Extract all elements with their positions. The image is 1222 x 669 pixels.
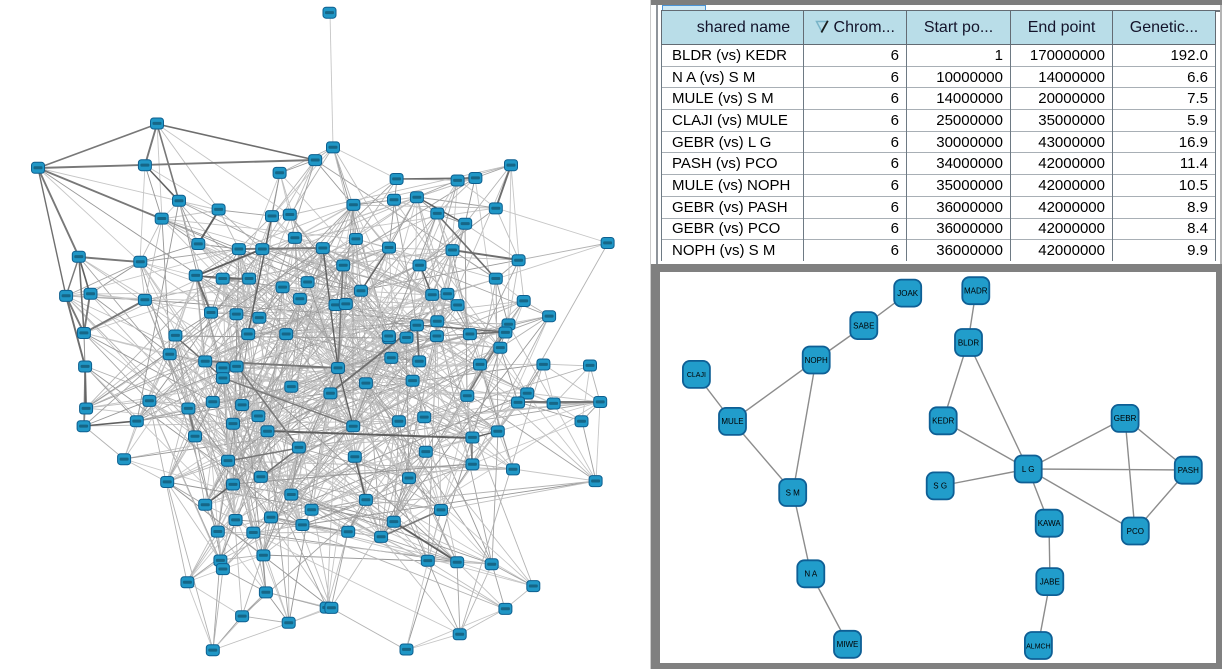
svg-text:S M: S M xyxy=(786,488,801,497)
svg-text:KEDR: KEDR xyxy=(932,417,954,426)
svg-text:NOPH: NOPH xyxy=(805,356,828,365)
svg-text:MULE: MULE xyxy=(721,417,743,426)
svg-text:MIWE: MIWE xyxy=(837,640,859,649)
svg-text:PCO: PCO xyxy=(1127,527,1144,536)
svg-text:SABE: SABE xyxy=(853,321,874,330)
svg-text:KAWA: KAWA xyxy=(1038,519,1062,528)
svg-text:BLDR: BLDR xyxy=(958,338,980,347)
svg-text:MADR: MADR xyxy=(964,287,988,296)
svg-text:S G: S G xyxy=(933,482,947,491)
svg-text:PASH: PASH xyxy=(1178,466,1199,475)
svg-text:N A: N A xyxy=(804,570,818,579)
svg-text:GEBR: GEBR xyxy=(1114,414,1137,423)
svg-text:JOAK: JOAK xyxy=(897,289,919,298)
svg-text:JABE: JABE xyxy=(1040,577,1060,586)
svg-text:L G: L G xyxy=(1022,465,1035,474)
svg-text:ALMCH: ALMCH xyxy=(1026,643,1051,650)
svg-text:CLAJI: CLAJI xyxy=(687,372,706,379)
